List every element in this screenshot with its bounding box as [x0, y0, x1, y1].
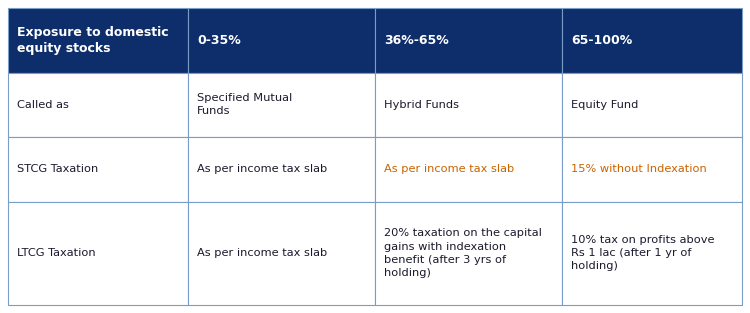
Bar [8, 137, 188, 202]
Text: LTCG Taxation: LTCG Taxation [17, 248, 95, 258]
Bar [562, 137, 742, 202]
Text: Specified Mutual
Funds: Specified Mutual Funds [197, 93, 292, 116]
Text: 0-35%: 0-35% [197, 34, 241, 47]
Text: As per income tax slab: As per income tax slab [197, 164, 328, 174]
Bar [188, 137, 375, 202]
Bar [375, 8, 562, 73]
Bar [562, 8, 742, 73]
Text: Hybrid Funds: Hybrid Funds [384, 100, 459, 110]
Bar [188, 202, 375, 305]
Text: As per income tax slab: As per income tax slab [384, 164, 514, 174]
Bar [562, 202, 742, 305]
Bar [375, 73, 562, 137]
Bar [562, 73, 742, 137]
Bar [188, 8, 375, 73]
Text: 65-100%: 65-100% [572, 34, 632, 47]
Text: Called as: Called as [17, 100, 69, 110]
Text: 10% tax on profits above
Rs 1 lac (after 1 yr of
holding): 10% tax on profits above Rs 1 lac (after… [572, 235, 715, 271]
Bar [375, 137, 562, 202]
Bar [8, 73, 188, 137]
Bar [8, 202, 188, 305]
Text: 15% without Indexation: 15% without Indexation [572, 164, 707, 174]
Text: STCG Taxation: STCG Taxation [17, 164, 98, 174]
Text: Equity Fund: Equity Fund [572, 100, 638, 110]
Text: As per income tax slab: As per income tax slab [197, 248, 328, 258]
Text: Exposure to domestic
equity stocks: Exposure to domestic equity stocks [17, 26, 169, 55]
Text: 20% taxation on the capital
gains with indexation
benefit (after 3 yrs of
holdin: 20% taxation on the capital gains with i… [384, 228, 542, 278]
Bar [375, 202, 562, 305]
Text: 36%-65%: 36%-65% [384, 34, 449, 47]
Bar [188, 73, 375, 137]
Bar [8, 8, 188, 73]
